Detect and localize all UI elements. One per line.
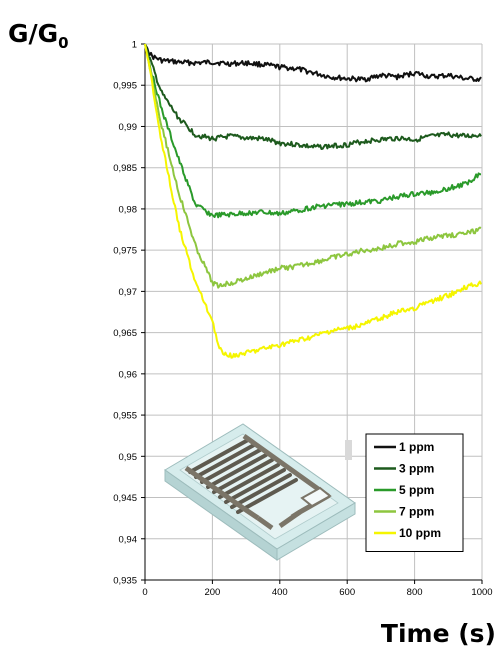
- legend-label: 5 ppm: [399, 483, 434, 497]
- y-axis-title-subscript: 0: [58, 34, 68, 52]
- y-tick-label: 0,955: [113, 411, 137, 422]
- y-tick-label: 0,94: [119, 534, 138, 545]
- y-tick-label: 0,945: [113, 493, 137, 504]
- y-tick-label: 0,985: [113, 163, 137, 174]
- series-line: [144, 43, 482, 83]
- legend-label: 1 ppm: [399, 440, 434, 454]
- x-axis-title: Time (s): [381, 619, 496, 648]
- x-tick-label: 0: [142, 587, 147, 598]
- series-line: [144, 43, 482, 150]
- series-line: [144, 43, 481, 219]
- y-tick-label: 0,96: [119, 369, 138, 380]
- y-tick-label: 0,98: [119, 204, 138, 215]
- legend-label: 10 ppm: [399, 526, 441, 540]
- x-tick-label: 800: [407, 587, 423, 598]
- y-tick-label: 0,99: [119, 122, 138, 133]
- series-line: [144, 43, 482, 359]
- y-tick-label: 0,965: [113, 328, 137, 339]
- y-tick-label: 1: [132, 40, 137, 51]
- y-tick-label: 0,95: [119, 452, 138, 463]
- chart-axes: 0,935 0,94 0,945 0,95 0,955 0,96 0,965 0,97 0,97…: [113, 40, 492, 599]
- legend-label: 3 ppm: [399, 462, 434, 476]
- legend-label: 7 ppm: [399, 505, 434, 519]
- y-tick-label: 0,97: [119, 287, 138, 298]
- x-tick-label: 600: [339, 587, 355, 598]
- series-line: [144, 43, 482, 289]
- chart-legend: 1 ppm 3 ppm 5 ppm 7 ppm 10 ppm: [365, 433, 464, 552]
- y-axis-title: G/G0: [8, 19, 69, 52]
- chart-grid: [145, 43, 483, 581]
- y-tick-label: 0,975: [113, 246, 137, 257]
- x-tick-label: 200: [204, 587, 220, 598]
- sensor-icon: [164, 423, 356, 561]
- series-layer: [144, 43, 482, 359]
- x-tick-label: 400: [272, 587, 288, 598]
- x-tick-label: 1000: [471, 587, 492, 598]
- y-tick-label: 0,935: [113, 576, 137, 587]
- y-tick-label: 0,995: [113, 81, 137, 92]
